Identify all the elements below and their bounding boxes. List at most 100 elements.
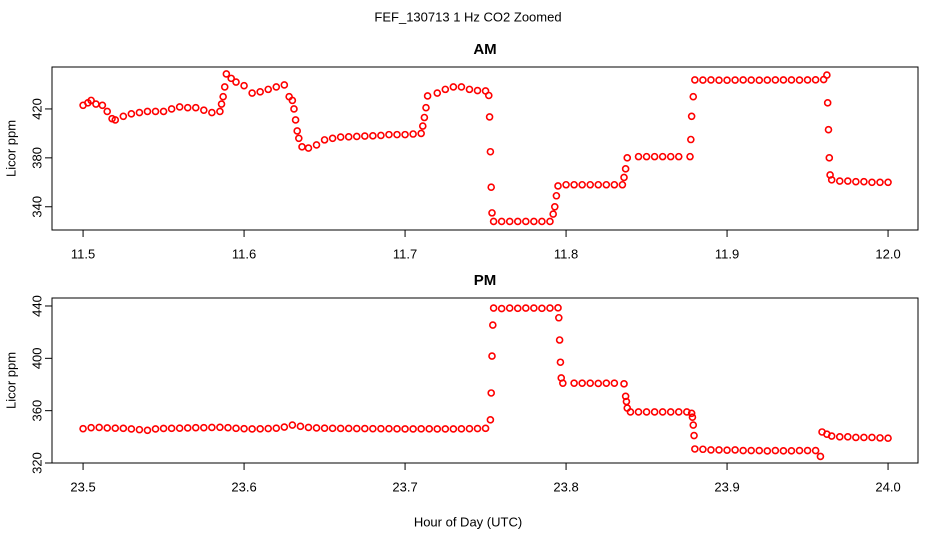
point bbox=[658, 408, 667, 416]
point bbox=[552, 191, 561, 200]
point bbox=[486, 147, 495, 156]
point bbox=[296, 422, 305, 431]
point bbox=[689, 421, 698, 429]
point bbox=[361, 424, 369, 433]
point bbox=[674, 408, 683, 416]
point bbox=[642, 152, 651, 161]
point bbox=[739, 76, 747, 84]
point bbox=[127, 110, 136, 118]
point bbox=[417, 129, 425, 138]
point bbox=[578, 379, 586, 387]
point bbox=[824, 125, 833, 134]
point bbox=[707, 76, 715, 84]
point bbox=[248, 425, 256, 433]
point bbox=[505, 217, 514, 226]
point bbox=[449, 425, 458, 433]
point bbox=[200, 106, 208, 114]
point bbox=[290, 105, 298, 113]
point bbox=[626, 408, 635, 416]
x-axis-label: Hour of Day (UTC) bbox=[414, 514, 522, 529]
point bbox=[79, 424, 87, 433]
point bbox=[336, 424, 345, 433]
point bbox=[295, 134, 303, 143]
point bbox=[570, 180, 578, 189]
point bbox=[522, 217, 530, 226]
x-tick-label: 11.8 bbox=[554, 246, 578, 261]
point bbox=[167, 424, 176, 433]
point bbox=[256, 425, 264, 433]
point bbox=[666, 152, 675, 161]
point bbox=[288, 421, 297, 429]
point bbox=[594, 180, 603, 189]
point bbox=[232, 424, 240, 433]
point bbox=[473, 424, 482, 433]
point bbox=[687, 135, 695, 144]
point bbox=[409, 130, 417, 138]
point bbox=[763, 447, 772, 455]
y-axis-label: Licor ppm bbox=[3, 352, 18, 409]
x-tick-label: 11.6 bbox=[232, 246, 256, 261]
x-tick-label: 23.6 bbox=[231, 479, 256, 494]
point bbox=[151, 107, 160, 116]
point bbox=[217, 100, 226, 108]
point bbox=[433, 89, 442, 97]
point bbox=[795, 446, 804, 455]
y-tick-label: 380 bbox=[29, 147, 44, 169]
point bbox=[291, 116, 300, 124]
point bbox=[232, 78, 240, 86]
point bbox=[191, 423, 200, 432]
point bbox=[385, 424, 393, 433]
point bbox=[111, 116, 120, 124]
point bbox=[151, 425, 160, 433]
x-tick-label: 23.8 bbox=[553, 479, 578, 494]
point bbox=[487, 389, 495, 397]
point bbox=[143, 107, 152, 116]
point bbox=[852, 177, 860, 186]
point bbox=[505, 304, 514, 312]
point bbox=[658, 152, 667, 161]
point bbox=[844, 433, 852, 441]
point bbox=[489, 217, 498, 226]
point bbox=[280, 81, 289, 89]
point bbox=[860, 177, 868, 186]
x-tick-label: 12.0 bbox=[875, 246, 900, 261]
y-tick-label: 360 bbox=[29, 400, 44, 422]
point bbox=[779, 447, 788, 455]
point bbox=[208, 423, 216, 432]
point bbox=[352, 132, 361, 141]
point bbox=[481, 424, 490, 433]
point bbox=[691, 445, 699, 453]
x-tick-label: 24.0 bbox=[875, 479, 900, 494]
point bbox=[771, 76, 780, 84]
point bbox=[422, 103, 430, 112]
point bbox=[344, 424, 353, 433]
panel-title: PM bbox=[474, 272, 497, 289]
point bbox=[457, 83, 466, 91]
point bbox=[868, 178, 876, 187]
point bbox=[256, 88, 264, 96]
point bbox=[420, 113, 429, 122]
point bbox=[486, 416, 495, 424]
point bbox=[549, 210, 557, 218]
point bbox=[216, 423, 224, 432]
point bbox=[550, 202, 559, 211]
point bbox=[369, 132, 377, 140]
point bbox=[417, 425, 425, 433]
point bbox=[620, 173, 628, 182]
point bbox=[634, 408, 643, 416]
point bbox=[497, 304, 506, 313]
point bbox=[755, 446, 764, 455]
point bbox=[803, 76, 812, 84]
point bbox=[868, 433, 876, 442]
point bbox=[586, 180, 595, 189]
point bbox=[240, 81, 248, 90]
point bbox=[425, 425, 434, 433]
point bbox=[393, 425, 401, 433]
y-axis-label: Licor ppm bbox=[3, 120, 18, 177]
point bbox=[87, 96, 95, 105]
point bbox=[715, 76, 723, 85]
point bbox=[320, 136, 329, 144]
point bbox=[731, 76, 739, 84]
point bbox=[320, 424, 329, 432]
point bbox=[787, 447, 796, 455]
